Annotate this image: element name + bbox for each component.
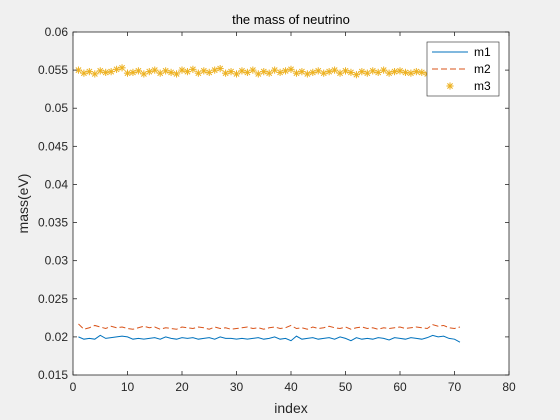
y-tick-label: 0.015	[38, 368, 68, 382]
y-axis-label: mass(eV)	[15, 174, 31, 234]
point-m3	[336, 69, 344, 77]
point-m3	[363, 69, 371, 77]
point-m3	[222, 69, 230, 77]
point-m3	[271, 66, 279, 74]
point-m3	[347, 68, 355, 76]
point-m3	[314, 67, 322, 75]
series-line-m2	[78, 323, 461, 330]
point-m3	[260, 68, 268, 76]
point-m3	[194, 69, 202, 77]
point-m3	[401, 68, 410, 76]
point-m3	[276, 68, 284, 76]
point-m3	[178, 66, 186, 74]
point-m3	[85, 68, 93, 76]
point-m3	[205, 68, 213, 76]
chart-title: the mass of neutrino	[232, 12, 350, 27]
point-m3	[369, 67, 377, 75]
y-tick-label: 0.045	[38, 139, 68, 153]
point-m3	[358, 68, 366, 76]
series-line-m1	[78, 334, 461, 343]
point-m3	[107, 68, 115, 76]
point-m3	[281, 67, 290, 75]
x-tick-label: 70	[448, 380, 462, 394]
x-tick-label: 0	[70, 380, 77, 394]
point-m3	[80, 69, 88, 77]
y-tick-label: 0.06	[45, 25, 69, 39]
point-m3	[102, 68, 110, 76]
legend-label-m2: m2	[474, 62, 491, 76]
point-m3	[200, 67, 208, 75]
point-m3	[298, 68, 306, 76]
point-m3	[380, 66, 388, 74]
point-m3	[407, 69, 415, 77]
point-m3	[113, 65, 121, 73]
point-m3	[167, 68, 175, 76]
point-m3	[145, 68, 153, 76]
point-m3	[254, 70, 262, 78]
point-m3	[118, 64, 126, 72]
legend-marker-m3	[446, 82, 454, 90]
point-m3	[129, 68, 137, 76]
point-m3	[385, 69, 393, 77]
x-tick-label: 10	[121, 380, 135, 394]
y-tick-label: 0.04	[45, 177, 69, 191]
point-m3	[91, 70, 99, 78]
point-m3	[134, 67, 142, 75]
point-m3	[396, 67, 404, 75]
x-axis-label: index	[274, 400, 307, 416]
point-m3	[243, 68, 251, 76]
point-m3	[183, 68, 192, 76]
legend: m1 m2 m3	[426, 41, 500, 97]
point-m3	[325, 68, 333, 76]
point-m3	[352, 71, 360, 79]
x-tick-label: 20	[175, 380, 189, 394]
legend-label-m1: m1	[474, 45, 491, 59]
ticks-layer	[72, 31, 510, 376]
point-m3	[211, 66, 219, 74]
point-m3	[227, 68, 235, 76]
point-m3	[140, 70, 148, 78]
point-m3	[303, 70, 311, 78]
point-m3	[74, 66, 83, 74]
legend-label-m3: m3	[474, 79, 491, 93]
point-m3	[232, 70, 241, 78]
y-tick-label: 0.035	[38, 216, 68, 230]
point-m3	[287, 65, 295, 73]
point-m3	[151, 66, 159, 74]
point-m3	[249, 66, 257, 74]
tick-labels-layer: 0 10 20 30 40 50 60 70 80 0.015 0.02 0.025 0.03 0.035…	[38, 25, 516, 394]
point-m3	[123, 69, 132, 77]
x-tick-label: 80	[502, 380, 516, 394]
y-tick-label: 0.05	[45, 101, 69, 115]
point-m3	[189, 65, 197, 73]
y-tick-label: 0.02	[45, 330, 69, 344]
x-tick-label: 50	[339, 380, 353, 394]
point-m3	[156, 69, 164, 77]
point-m3	[418, 68, 426, 76]
point-m3	[292, 69, 301, 77]
y-tick-label: 0.03	[45, 254, 69, 268]
point-m3	[172, 70, 181, 78]
point-m3	[96, 67, 104, 75]
point-m3	[216, 64, 224, 73]
point-m3	[320, 69, 328, 77]
x-tick-label: 40	[284, 380, 298, 394]
point-m3	[374, 68, 382, 76]
x-tick-label: 60	[393, 380, 407, 394]
point-m3	[162, 67, 170, 75]
point-m3	[265, 69, 273, 77]
point-m3	[331, 66, 339, 74]
legend-asterisk-m3	[446, 82, 454, 90]
point-m3	[390, 68, 399, 76]
point-m3	[341, 67, 350, 75]
point-m3	[309, 68, 317, 76]
point-m3	[412, 68, 420, 76]
x-tick-label: 30	[230, 380, 244, 394]
y-tick-label: 0.025	[38, 292, 68, 306]
y-tick-label: 0.055	[38, 63, 68, 77]
point-m3	[238, 67, 246, 75]
